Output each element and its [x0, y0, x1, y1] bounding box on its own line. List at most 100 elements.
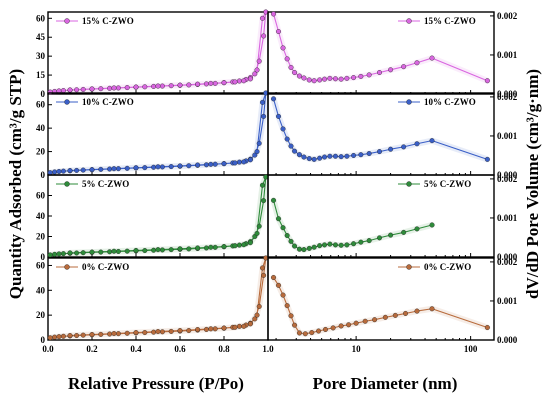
pore-r2-point — [332, 242, 338, 248]
iso-r0-legend-label: 15% C-ZWO — [82, 16, 134, 26]
pore-r0-point — [484, 78, 490, 84]
iso-r2-point — [115, 248, 121, 254]
iso-r1-point — [111, 166, 117, 172]
pore-r0-point — [288, 64, 294, 70]
iso-r3-point — [212, 326, 218, 332]
iso-r2-point — [107, 249, 113, 255]
right-y-axis-label: dV/dD Pore Volume (cm³/g·nm) — [523, 69, 542, 299]
pore-r2-ytick-label: 0.000 — [497, 252, 518, 262]
iso-r3-point — [177, 328, 183, 334]
iso-r1-ytick-label: 20 — [36, 147, 46, 157]
pore-r1-point — [322, 154, 328, 160]
pore-r1-ytick-label: 0.001 — [497, 131, 518, 141]
pore-r3-point — [330, 325, 336, 331]
iso-r1-point — [133, 165, 139, 171]
iso-r3-point — [115, 331, 121, 337]
iso-r1-point — [232, 160, 238, 166]
iso-r2-ytick-label: 20 — [36, 232, 46, 242]
pore-r0-point — [414, 60, 420, 66]
iso-r0-point — [80, 86, 86, 92]
iso-r2-point — [256, 223, 262, 229]
pore-r1-point — [292, 148, 298, 154]
iso-r0-ytick-label: 0 — [41, 89, 46, 99]
iso-r1-point — [221, 161, 227, 167]
pore-r3-point — [346, 322, 352, 328]
iso-r0-point — [236, 78, 242, 84]
pore-r2-point — [280, 225, 286, 231]
pore-r1-point — [429, 138, 435, 144]
iso-r0-point — [151, 83, 157, 89]
iso-r1-point — [241, 159, 247, 165]
pore-r3-point — [429, 306, 435, 312]
pore-r3-frame — [267, 257, 495, 341]
pore-r2-point — [288, 238, 294, 244]
iso-r3-point — [241, 323, 247, 329]
iso-r1-legend-marker — [64, 99, 70, 105]
iso-r1-point — [56, 168, 62, 174]
pore-r0-ytick-label: 0.001 — [497, 50, 518, 60]
pore-r3-point — [288, 313, 294, 319]
pore-r2-point — [284, 233, 290, 239]
iso-r2-ytick-label: 0 — [41, 252, 46, 262]
iso-r1-ytick-label: 60 — [36, 100, 46, 110]
pore-r1-point — [332, 153, 338, 159]
iso-r2-point — [60, 251, 66, 257]
pore-r3-point — [353, 320, 359, 326]
pore-r2-ytick-label: 0.001 — [497, 213, 518, 223]
iso-r0-point — [124, 85, 130, 91]
panels: 0 15 30 45 60 15% C-ZWO 0 20 40 60 10% C-ZWO 0 20 40 6… — [36, 9, 518, 354]
iso-r0-point — [142, 84, 148, 90]
iso-r3-point — [142, 330, 148, 336]
pore-r0-point — [311, 78, 317, 84]
pore-r2-point — [338, 242, 344, 248]
iso-r2-point — [241, 242, 247, 248]
pore-r2-point — [301, 247, 307, 253]
pore-r1-point — [301, 154, 307, 160]
iso-r2-point — [67, 250, 73, 256]
iso-r1-point — [52, 169, 58, 175]
iso-r2-point — [212, 244, 218, 250]
pore-r3-point — [362, 318, 368, 324]
pore-r1-point — [414, 141, 420, 147]
left-xtick-label: 0.8 — [218, 344, 230, 354]
iso-r1-point — [247, 157, 253, 163]
iso-r0-legend-marker — [64, 18, 70, 24]
left-xtick-label: 1.0 — [262, 344, 274, 354]
iso-r3-legend-label: 0% C-ZWO — [82, 262, 129, 272]
iso-r1-point — [208, 161, 214, 167]
iso-r3-point — [256, 303, 262, 309]
pore-r0-legend-label: 15% C-ZWO — [424, 16, 476, 26]
pore-r3-point — [292, 322, 298, 328]
pore-r0-point — [292, 70, 298, 76]
pore-r1-ytick-label: 0.002 — [497, 92, 518, 102]
pore-r1-point — [327, 153, 333, 159]
pore-r3-point — [338, 323, 344, 329]
iso-r1-point — [236, 159, 242, 165]
iso-r0-point — [168, 83, 174, 89]
iso-r0-point — [74, 87, 80, 93]
iso-r0-ytick-label: 15 — [36, 70, 46, 80]
iso-r3-legend-marker — [64, 264, 70, 270]
iso-r3-point — [47, 335, 53, 341]
iso-r3-point — [195, 327, 201, 333]
pore-r0-point — [351, 75, 357, 81]
pore-r2-legend-marker — [406, 181, 412, 187]
iso-r0-point — [247, 76, 253, 82]
iso-r0-point — [177, 82, 183, 88]
iso-r3-point — [133, 330, 139, 336]
iso-r3-point — [155, 329, 161, 335]
iso-r1-point — [80, 167, 86, 173]
iso-r0-point — [111, 85, 117, 91]
iso-r1-point — [60, 168, 66, 174]
iso-r1-point — [168, 164, 174, 170]
iso-r3-ytick-label: 60 — [36, 260, 46, 270]
iso-r1-point — [47, 170, 53, 176]
iso-r2-point — [177, 246, 183, 252]
pore-r2-point — [358, 239, 364, 245]
iso-r2-point — [203, 245, 209, 251]
pore-r0-point — [429, 55, 435, 61]
iso-r0-point — [60, 88, 66, 94]
iso-r0-point — [212, 80, 218, 86]
iso-r0-point — [232, 79, 238, 85]
iso-r2-point — [98, 249, 104, 255]
